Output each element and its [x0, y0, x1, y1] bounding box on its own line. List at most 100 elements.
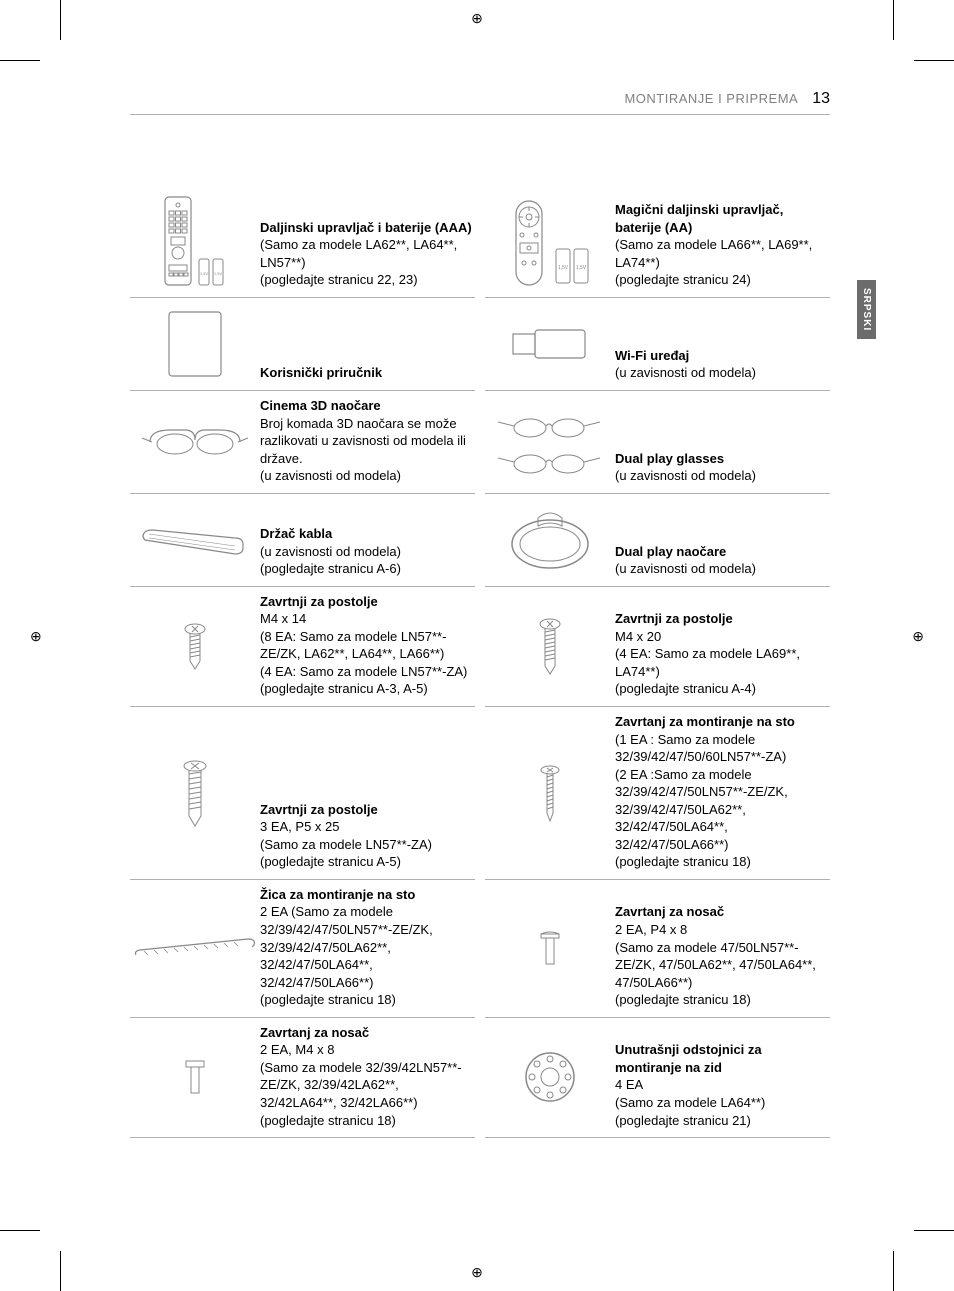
- accessory-text: Zavrtanj za montiranje na sto (1 EA : Sa…: [615, 713, 830, 873]
- screw-icon: [130, 713, 260, 873]
- item-line: (pogledajte stranicu A-3, A-5): [260, 681, 428, 696]
- item-line: (Samo za modele LA62**, LA64**, LN57**): [260, 237, 457, 270]
- item-line: (pogledajte stranicu 18): [260, 1113, 396, 1128]
- item-line: 2 EA, M4 x 8: [260, 1042, 334, 1057]
- crop-mark: [0, 60, 40, 61]
- accessory-item: Wi-Fi uređaj (u zavisnosti od modela): [485, 298, 830, 391]
- item-line: (pogledajte stranicu 18): [615, 854, 751, 869]
- screw-icon: [130, 593, 260, 700]
- item-title: Unutrašnji odstojnici za montiranje na z…: [615, 1042, 762, 1075]
- accessory-text: Žica za montiranje na sto 2 EA (Samo za …: [260, 886, 475, 1011]
- item-line: 3 EA, P5 x 25: [260, 819, 340, 834]
- accessory-text: Korisnički priručnik: [260, 364, 475, 384]
- item-line: (pogledajte stranicu A-5): [260, 854, 401, 869]
- item-line: (Samo za modele LA64**): [615, 1095, 765, 1110]
- magic-remote-icon: 1,5V 1,5V: [485, 191, 615, 291]
- accessory-item: Cinema 3D naočare Broj komada 3D naočara…: [130, 391, 475, 494]
- item-line: (pogledajte stranicu 21): [615, 1113, 751, 1128]
- crop-mark: [854, 0, 894, 40]
- glasses-icon: [130, 397, 260, 487]
- item-line: (u zavisnosti od modela): [615, 561, 756, 576]
- item-title: Cinema 3D naočare: [260, 398, 381, 413]
- item-title: Zavrtnji za postolje: [615, 611, 733, 626]
- screw-icon: [485, 593, 615, 700]
- item-line: (Samo za modele 32/39/42LN57**-ZE/ZK, 32…: [260, 1060, 462, 1110]
- item-line: 2 EA (Samo za modele 32/39/42/47/50LN57*…: [260, 904, 433, 989]
- item-line: (2 EA :Samo za modele 32/39/42/47/50LN57…: [615, 767, 788, 852]
- wire-icon: [130, 886, 260, 1011]
- accessory-text: Zavrtnji za postolje M4 x 14 (8 EA: Samo…: [260, 593, 475, 700]
- crop-mark: [914, 1230, 954, 1231]
- svg-text:1,5V: 1,5V: [214, 271, 223, 276]
- accessory-item: Dual play glasses (u zavisnosti od model…: [485, 391, 830, 494]
- item-line: (u zavisnosti od modela): [260, 544, 401, 559]
- item-title: Daljinski upravljač i baterije (AAA): [260, 220, 472, 235]
- accessory-item: Držač kabla (u zavisnosti od modela) (po…: [130, 494, 475, 587]
- item-line: (Samo za modele LN57**-ZA): [260, 837, 432, 852]
- accessories-grid: 1,5V 1,5V Daljinski upravljač i baterije…: [130, 185, 830, 1138]
- item-line: (u zavisnosti od modela): [260, 468, 401, 483]
- item-line: (1 EA : Samo za modele 32/39/42/47/50/60…: [615, 732, 786, 765]
- registration-mark-icon: ⊕: [912, 628, 924, 645]
- accessory-text: Držač kabla (u zavisnosti od modela) (po…: [260, 525, 475, 580]
- page-number: 13: [812, 90, 830, 108]
- cable-holder-icon: [130, 500, 260, 580]
- registration-mark-icon: ⊕: [30, 628, 42, 645]
- item-line: 2 EA, P4 x 8: [615, 922, 687, 937]
- accessory-text: Zavrtnji za postolje 3 EA, P5 x 25 (Samo…: [260, 801, 475, 873]
- item-title: Dual play naočare: [615, 544, 726, 559]
- item-line: M4 x 20: [615, 629, 661, 644]
- item-line: (pogledajte stranicu A-6): [260, 561, 401, 576]
- manual-icon: [130, 304, 260, 384]
- item-title: Zavrtnji za postolje: [260, 594, 378, 609]
- screw-thin-icon: [485, 713, 615, 873]
- accessory-text: Unutrašnji odstojnici za montiranje na z…: [615, 1041, 830, 1131]
- registration-mark-icon: ⊕: [471, 10, 483, 27]
- page-header: MONTIRANJE I PRIPREMA 13: [130, 90, 830, 115]
- accessory-text: Wi-Fi uređaj (u zavisnosti od modela): [615, 347, 830, 384]
- accessory-item: Zavrtanj za nosač 2 EA, M4 x 8 (Samo za …: [130, 1018, 475, 1138]
- wifi-dongle-icon: [485, 304, 615, 384]
- accessory-item: Unutrašnji odstojnici za montiranje na z…: [485, 1018, 830, 1138]
- item-title: Žica za montiranje na sto: [260, 887, 415, 902]
- accessory-text: Zavrtnji za postolje M4 x 20 (4 EA: Samo…: [615, 610, 830, 700]
- language-tab: SRPSKI: [857, 280, 876, 339]
- item-line: (pogledajte stranicu 24): [615, 272, 751, 287]
- accessory-text: Zavrtanj za nosač 2 EA, M4 x 8 (Samo za …: [260, 1024, 475, 1131]
- accessory-text: Cinema 3D naočare Broj komada 3D naočara…: [260, 397, 475, 487]
- crop-mark: [0, 1230, 40, 1231]
- item-title: Magični daljinski upravljač, baterije (A…: [615, 202, 783, 235]
- accessory-item: Zavrtanj za montiranje na sto (1 EA : Sa…: [485, 707, 830, 880]
- item-line: Broj komada 3D naočara se može razlikova…: [260, 416, 466, 466]
- accessory-item: 1,5V 1,5V Daljinski upravljač i baterije…: [130, 185, 475, 298]
- section-title: MONTIRANJE I PRIPREMA: [624, 91, 798, 106]
- item-line: (pogledajte stranicu A-4): [615, 681, 756, 696]
- item-title: Korisnički priručnik: [260, 365, 382, 380]
- item-title: Zavrtanj za nosač: [260, 1025, 369, 1040]
- accessory-text: Daljinski upravljač i baterije (AAA) (Sa…: [260, 219, 475, 291]
- crop-mark: [854, 1251, 894, 1291]
- spacer-icon: [485, 1024, 615, 1131]
- dual-glasses-icon: [485, 397, 615, 487]
- item-title: Zavrtanj za montiranje na sto: [615, 714, 795, 729]
- item-line: M4 x 14: [260, 611, 306, 626]
- crop-mark: [60, 1251, 100, 1291]
- bolt-icon: [485, 886, 615, 1011]
- bolt-icon: [130, 1024, 260, 1131]
- accessory-item: Zavrtanj za nosač 2 EA, P4 x 8 (Samo za …: [485, 880, 830, 1018]
- item-line: 4 EA: [615, 1077, 643, 1092]
- crop-mark: [914, 60, 954, 61]
- item-line: (4 EA: Samo za modele LA69**, LA74**): [615, 646, 800, 679]
- remote-aaa-icon: 1,5V 1,5V: [130, 191, 260, 291]
- svg-text:1,5V: 1,5V: [200, 271, 209, 276]
- headset-ring-icon: [485, 500, 615, 580]
- item-line: (pogledajte stranicu 22, 23): [260, 272, 418, 287]
- item-line: (Samo za modele 47/50LN57**-ZE/ZK, 47/50…: [615, 940, 816, 990]
- item-title: Dual play glasses: [615, 451, 724, 466]
- accessory-item: Zavrtnji za postolje 3 EA, P5 x 25 (Samo…: [130, 707, 475, 880]
- item-line: (pogledajte stranicu 18): [260, 992, 396, 1007]
- item-title: Držač kabla: [260, 526, 332, 541]
- item-line: (4 EA: Samo za modele LN57**-ZA): [260, 664, 467, 679]
- item-title: Wi-Fi uređaj: [615, 348, 689, 363]
- accessory-text: Dual play glasses (u zavisnosti od model…: [615, 450, 830, 487]
